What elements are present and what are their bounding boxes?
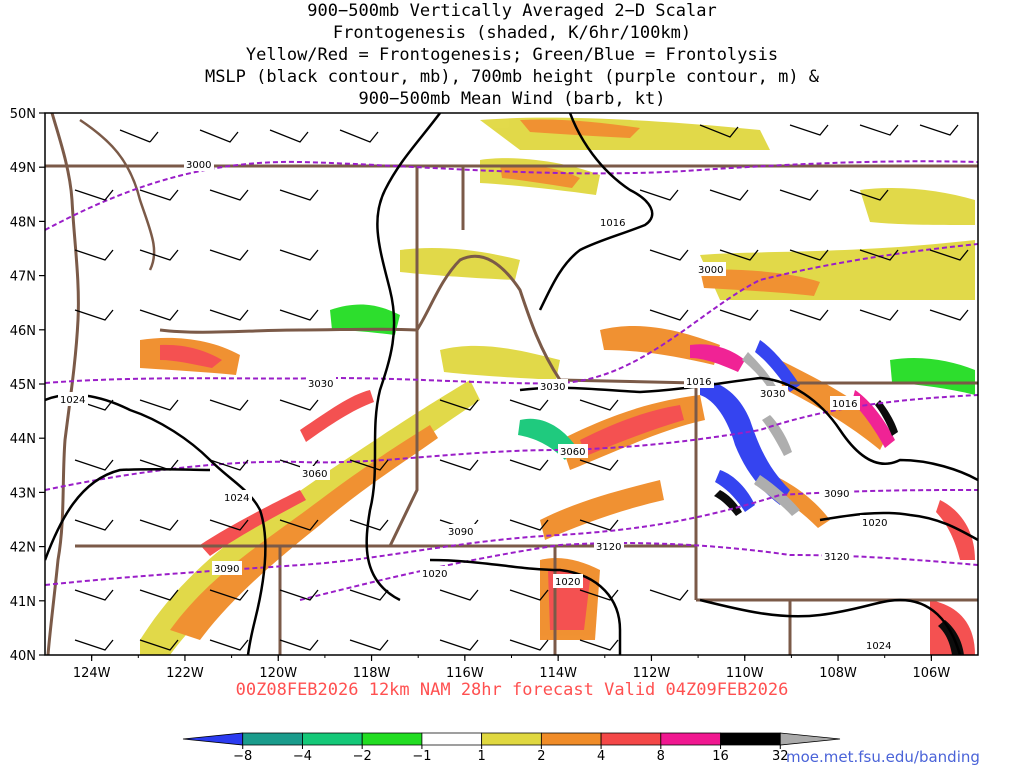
lat-tick-label: 45N <box>10 378 36 393</box>
height-label: 3120 <box>824 552 849 563</box>
mslp-contours <box>45 113 978 655</box>
height-label: 3090 <box>214 564 239 575</box>
mslp-label: 1024 <box>224 493 249 504</box>
map-layers: 1016 1016 1016 1020 1020 1020 1024 1024 … <box>45 113 978 655</box>
colorbar-swatch <box>720 732 781 746</box>
barb-row-2 <box>74 189 889 201</box>
lat-tick-label: 49N <box>10 161 36 176</box>
forecast-valid-line: 00Z08FEB2026 12km NAM 28hr forecast Vali… <box>235 680 789 700</box>
mslp-label: 1020 <box>555 577 580 588</box>
lat-tick-label: 40N <box>10 649 36 664</box>
lat-tick-label: 41N <box>10 595 36 610</box>
title-line-4: MSLP (black contour, mb), 700mb height (… <box>204 67 820 87</box>
barb-row-7 <box>74 519 619 531</box>
colorbar-swatch <box>660 732 721 746</box>
height-label: 3030 <box>540 382 565 393</box>
colorbar-swatch <box>361 732 423 746</box>
contour-labels: 1016 1016 1016 1020 1020 1020 1024 1024 … <box>58 157 894 652</box>
lon-tick-label: 108W <box>819 666 857 681</box>
height-label: 3060 <box>560 447 585 458</box>
colorbar-swatch <box>481 732 542 746</box>
lat-axis: 50N 49N 48N 47N 46N 45N 44N 43N 42N 41N 40N <box>10 107 45 664</box>
lon-tick-label: 112W <box>633 666 671 681</box>
colorbar-label: 32 <box>772 749 789 764</box>
title-line-1: 900−500mb Vertically Averaged 2−D Scalar <box>307 1 717 21</box>
barb-row-9 <box>74 639 619 651</box>
height-label: 3030 <box>308 379 333 390</box>
title-line-3: Yellow/Red = Frontogenesis; Green/Blue =… <box>245 45 779 65</box>
lon-tick-label: 124W <box>73 666 111 681</box>
height-label: 3000 <box>186 160 211 171</box>
lat-tick-label: 47N <box>10 270 36 285</box>
colorbar-label: −2 <box>353 749 372 764</box>
height-contours <box>45 160 978 601</box>
colorbar-label: 8 <box>657 749 665 764</box>
lat-tick-label: 48N <box>10 215 36 230</box>
lat-tick-label: 44N <box>10 432 36 447</box>
lat-tick-label: 46N <box>10 324 36 339</box>
wind-barbs <box>74 124 969 651</box>
colorbar-swatch <box>421 732 483 746</box>
mslp-label: 1020 <box>422 569 447 580</box>
lon-axis: 124W 122W 120W 118W 116W 114W 112W 110W 108W 106W <box>73 655 951 681</box>
colorbar-label: 16 <box>712 749 729 764</box>
barb-row-8 <box>74 589 689 601</box>
lon-tick-label: 106W <box>913 666 951 681</box>
height-label: 3030 <box>760 389 785 400</box>
lon-tick-label: 114W <box>539 666 577 681</box>
mslp-label: 1024 <box>866 641 891 652</box>
colorbar-label: −4 <box>293 749 312 764</box>
pacific-coastline <box>46 113 80 655</box>
title-line-5: 900−500mb Mean Wind (barb, kt) <box>358 89 666 109</box>
barb-row-3 <box>74 249 969 261</box>
credit-link[interactable]: moe.met.fsu.edu/banding <box>786 748 980 766</box>
mslp-label: 1016 <box>832 399 857 410</box>
lon-tick-label: 116W <box>446 666 484 681</box>
colorbar-swatch <box>600 732 662 746</box>
colorbar-label: 4 <box>597 749 605 764</box>
mslp-label: 1016 <box>600 218 625 229</box>
barb-row-1 <box>119 124 959 143</box>
barb-row-5 <box>74 399 619 411</box>
chart-title: 900−500mb Vertically Averaged 2−D Scalar… <box>0 0 1024 110</box>
title-line-2: Frontogenesis (shaded, K/6hr/100km) <box>332 23 692 43</box>
colorbar-label: 2 <box>537 749 545 764</box>
colorbar-swatch <box>779 732 841 746</box>
colorbar-label: 1 <box>477 749 485 764</box>
colorbar-label: −8 <box>233 749 252 764</box>
colorbar-label: −1 <box>412 749 431 764</box>
lat-tick-label: 42N <box>10 541 36 556</box>
height-label: 3060 <box>302 469 327 480</box>
lon-tick-label: 120W <box>259 666 297 681</box>
height-label: 3090 <box>824 489 849 500</box>
colorbar: −8 −4 −2 −1 1 2 4 8 16 32 <box>182 732 841 764</box>
lon-tick-label: 122W <box>166 666 204 681</box>
lat-tick-label: 50N <box>10 107 36 122</box>
mslp-label: 1016 <box>686 377 711 388</box>
lon-tick-label: 110W <box>726 666 764 681</box>
colorbar-swatch <box>182 732 244 746</box>
mslp-label: 1020 <box>862 518 887 529</box>
height-label: 3090 <box>448 527 473 538</box>
colorbar-swatch <box>242 732 303 746</box>
barb-row-4 <box>74 309 969 321</box>
puget-sound-outline <box>79 118 156 271</box>
height-label: 3000 <box>698 265 723 276</box>
height-label: 3120 <box>596 542 621 553</box>
mslp-label: 1024 <box>60 395 85 406</box>
lat-tick-label: 43N <box>10 486 36 501</box>
lon-tick-label: 118W <box>353 666 391 681</box>
colorbar-swatch <box>302 732 363 746</box>
colorbar-swatch <box>540 732 602 746</box>
